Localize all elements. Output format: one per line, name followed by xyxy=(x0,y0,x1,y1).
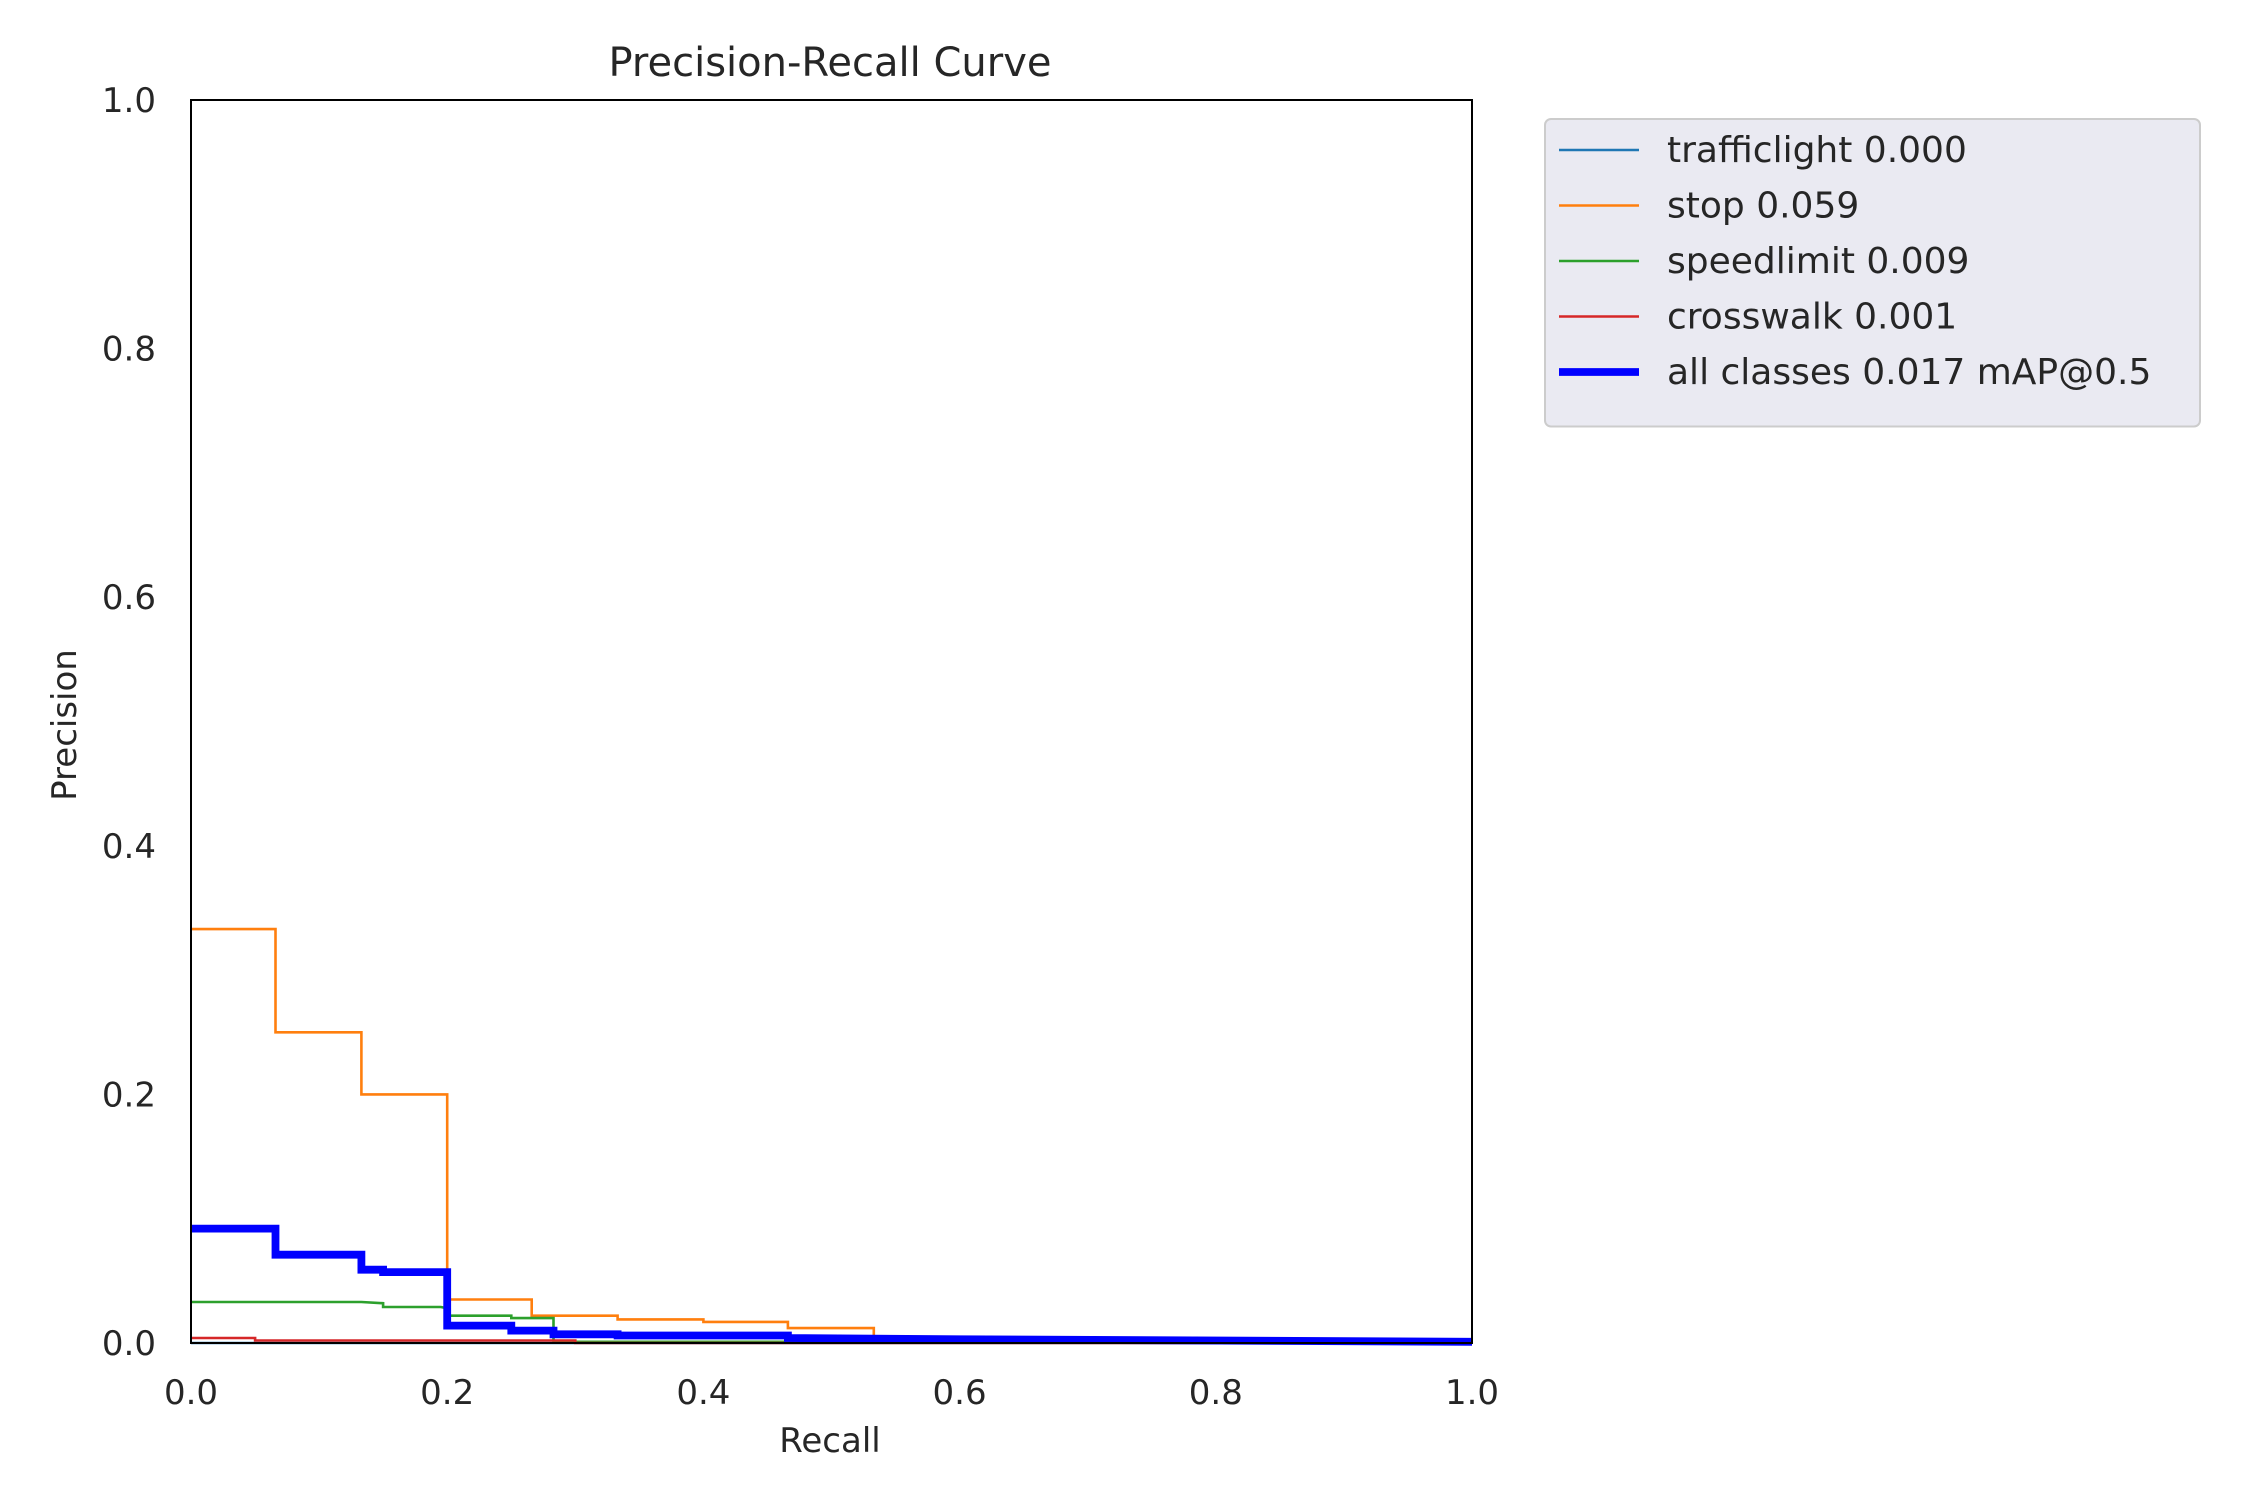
plot-frame xyxy=(190,99,1473,1344)
y-tick-label: 1.0 xyxy=(102,81,156,121)
legend-entry-label: crosswalk 0.001 xyxy=(1667,297,1957,338)
plot-area xyxy=(191,100,1472,1343)
x-tick-label: 0.4 xyxy=(676,1373,730,1413)
x-tick-label: 0.0 xyxy=(164,1373,218,1413)
legend-box xyxy=(1544,118,2201,428)
series-line-2 xyxy=(191,927,1473,1342)
x-tick-label: 0.8 xyxy=(1189,1373,1243,1413)
y-tick-label: 0.6 xyxy=(102,578,156,618)
y-tick-label: 0.4 xyxy=(102,827,156,867)
legend-entry-label: trafficlight 0.000 xyxy=(1667,130,1967,171)
y-tick-label: 0.8 xyxy=(102,330,156,370)
legend-entry-label: stop 0.059 xyxy=(1667,186,1859,227)
x-tick-label: 0.6 xyxy=(933,1373,987,1413)
chart-title: Precision-Recall Curve xyxy=(609,40,1052,86)
y-tick-label: 0.0 xyxy=(102,1324,156,1364)
x-tick-label: 1.0 xyxy=(1445,1373,1499,1413)
legend-entry-label: speedlimit 0.009 xyxy=(1667,241,1969,282)
y-tick-label: 0.2 xyxy=(102,1075,156,1115)
y-axis-label: Precision xyxy=(45,649,85,801)
x-axis-label: Recall xyxy=(779,1421,880,1461)
x-tick-label: 0.2 xyxy=(420,1373,474,1413)
legend-entry-label: all classes 0.017 mAP@0.5 xyxy=(1667,352,2151,393)
series-line-5 xyxy=(191,1224,1473,1346)
